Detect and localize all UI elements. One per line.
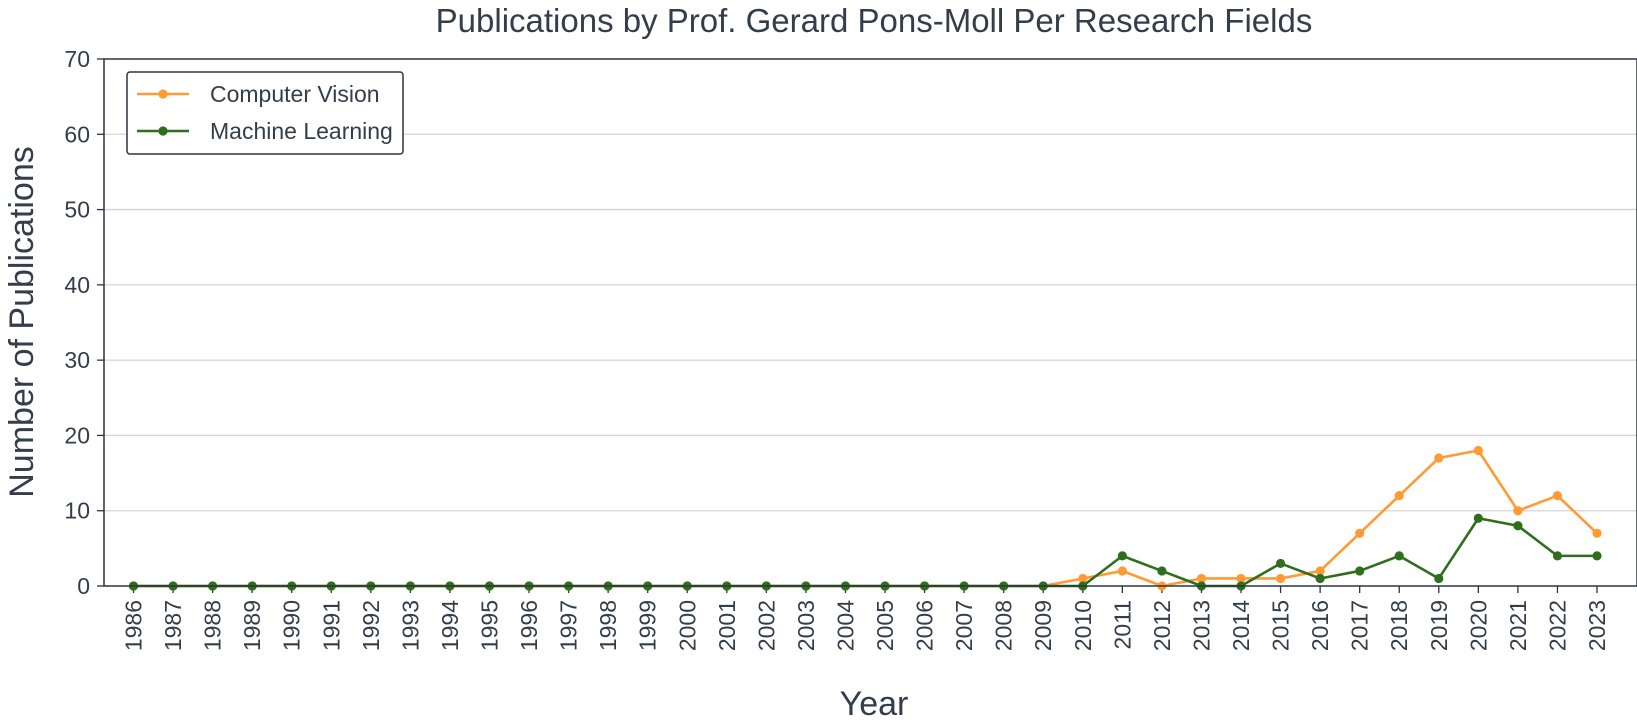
- x-tick-label: 1990: [279, 600, 305, 651]
- x-tick-label: 1991: [318, 600, 344, 651]
- x-tick-label: 2021: [1505, 600, 1531, 651]
- x-tick-label: 2013: [1188, 600, 1214, 651]
- data-point: [1473, 445, 1483, 456]
- data-point: [1078, 573, 1088, 584]
- legend-swatch-marker: [158, 89, 168, 99]
- x-tick-label: 1993: [397, 600, 423, 651]
- y-tick-label: 60: [64, 121, 90, 147]
- x-tick-label: 2011: [1109, 600, 1135, 649]
- x-tick-label: 2012: [1149, 600, 1175, 651]
- x-tick-label: 2014: [1228, 600, 1254, 651]
- chart-title: Publications by Prof. Gerard Pons-Moll P…: [436, 2, 1313, 39]
- x-tick-label: 1989: [239, 600, 265, 651]
- x-tick-label: 2016: [1307, 600, 1333, 651]
- plot-frame: [103, 58, 1637, 587]
- data-point: [1552, 551, 1563, 561]
- x-tick-label: 1996: [516, 600, 542, 651]
- data-point: [1315, 573, 1325, 584]
- data-point: [1513, 521, 1523, 531]
- y-tick-label: 70: [64, 46, 90, 72]
- data-point: [1552, 491, 1563, 501]
- y-axis-ticks: 0 10 20 30 40 50 60 70: [64, 46, 104, 599]
- data-point: [1275, 558, 1286, 569]
- data-point: [1513, 506, 1523, 516]
- x-tick-label: 2015: [1268, 600, 1294, 651]
- series-line-1: [133, 516, 1597, 588]
- data-point: [1592, 528, 1602, 538]
- data-point: [1275, 573, 1286, 584]
- data-point: [1315, 566, 1325, 576]
- x-tick-label: 2009: [1030, 600, 1056, 651]
- legend-label: Computer Vision: [210, 81, 380, 107]
- x-tick-label: 2019: [1426, 600, 1452, 651]
- legend-frame: [126, 71, 404, 155]
- x-tick-label: 1987: [160, 600, 186, 651]
- data-point: [1117, 566, 1127, 576]
- x-tick-label: 1998: [595, 600, 621, 651]
- data-point: [1355, 528, 1365, 538]
- x-tick-label: 2005: [872, 600, 898, 651]
- x-tick-label: 2003: [793, 600, 819, 651]
- x-tick-label: 2010: [1070, 600, 1096, 651]
- x-axis-label: Year: [840, 685, 909, 723]
- x-tick-label: 2001: [714, 600, 740, 651]
- y-tick-label: 20: [64, 422, 90, 448]
- y-tick-label: 10: [64, 498, 90, 524]
- y-tick-label: 30: [64, 347, 90, 373]
- x-tick-label: 1999: [635, 600, 661, 651]
- x-tick-label: 2002: [753, 600, 779, 651]
- data-point: [1473, 513, 1483, 523]
- data-point: [1434, 453, 1444, 463]
- x-tick-label: 2000: [674, 600, 700, 651]
- x-tick-label: 1994: [437, 600, 463, 651]
- legend-label: Machine Learning: [210, 118, 393, 144]
- x-tick-label: 2020: [1465, 600, 1491, 651]
- x-tick-label: 1992: [358, 600, 384, 651]
- data-point: [1157, 566, 1167, 576]
- x-tick-label: 2007: [951, 600, 977, 651]
- y-axis-label: Number of Publications: [3, 146, 41, 498]
- data-point: [1355, 566, 1365, 576]
- x-tick-label: 2017: [1347, 600, 1373, 651]
- data-point: [1236, 573, 1246, 584]
- x-axis-ticks: 1986 1987 1988 1989 1990 1991 1992 1993 1994 1995…: [121, 586, 1610, 651]
- data-point: [1434, 573, 1444, 584]
- legend-swatch-marker: [158, 126, 168, 136]
- x-tick-label: 1995: [476, 600, 502, 651]
- y-tick-label: 50: [64, 197, 90, 223]
- data-point: [1117, 551, 1127, 561]
- x-tick-label: 1988: [200, 600, 226, 651]
- x-tick-label: 2023: [1584, 600, 1610, 651]
- x-tick-label: 2018: [1386, 600, 1412, 651]
- y-tick-label: 0: [77, 573, 90, 599]
- x-tick-label: 2008: [991, 600, 1017, 651]
- y-tick-label: 40: [64, 272, 90, 298]
- x-tick-label: 2022: [1544, 600, 1570, 651]
- x-tick-label: 1997: [556, 600, 582, 651]
- series-line-0: [133, 449, 1598, 588]
- data-point: [1394, 491, 1404, 501]
- data-point: [1394, 551, 1404, 561]
- x-tick-label: 1986: [121, 600, 147, 651]
- data-point: [1592, 551, 1602, 561]
- legend: Computer Vision Machine Learning: [126, 71, 404, 155]
- data-point: [1196, 573, 1207, 584]
- x-tick-label: 2004: [832, 600, 858, 651]
- series-lines: [128, 445, 1602, 591]
- gridlines: [104, 133, 1637, 512]
- x-tick-label: 2006: [912, 600, 938, 651]
